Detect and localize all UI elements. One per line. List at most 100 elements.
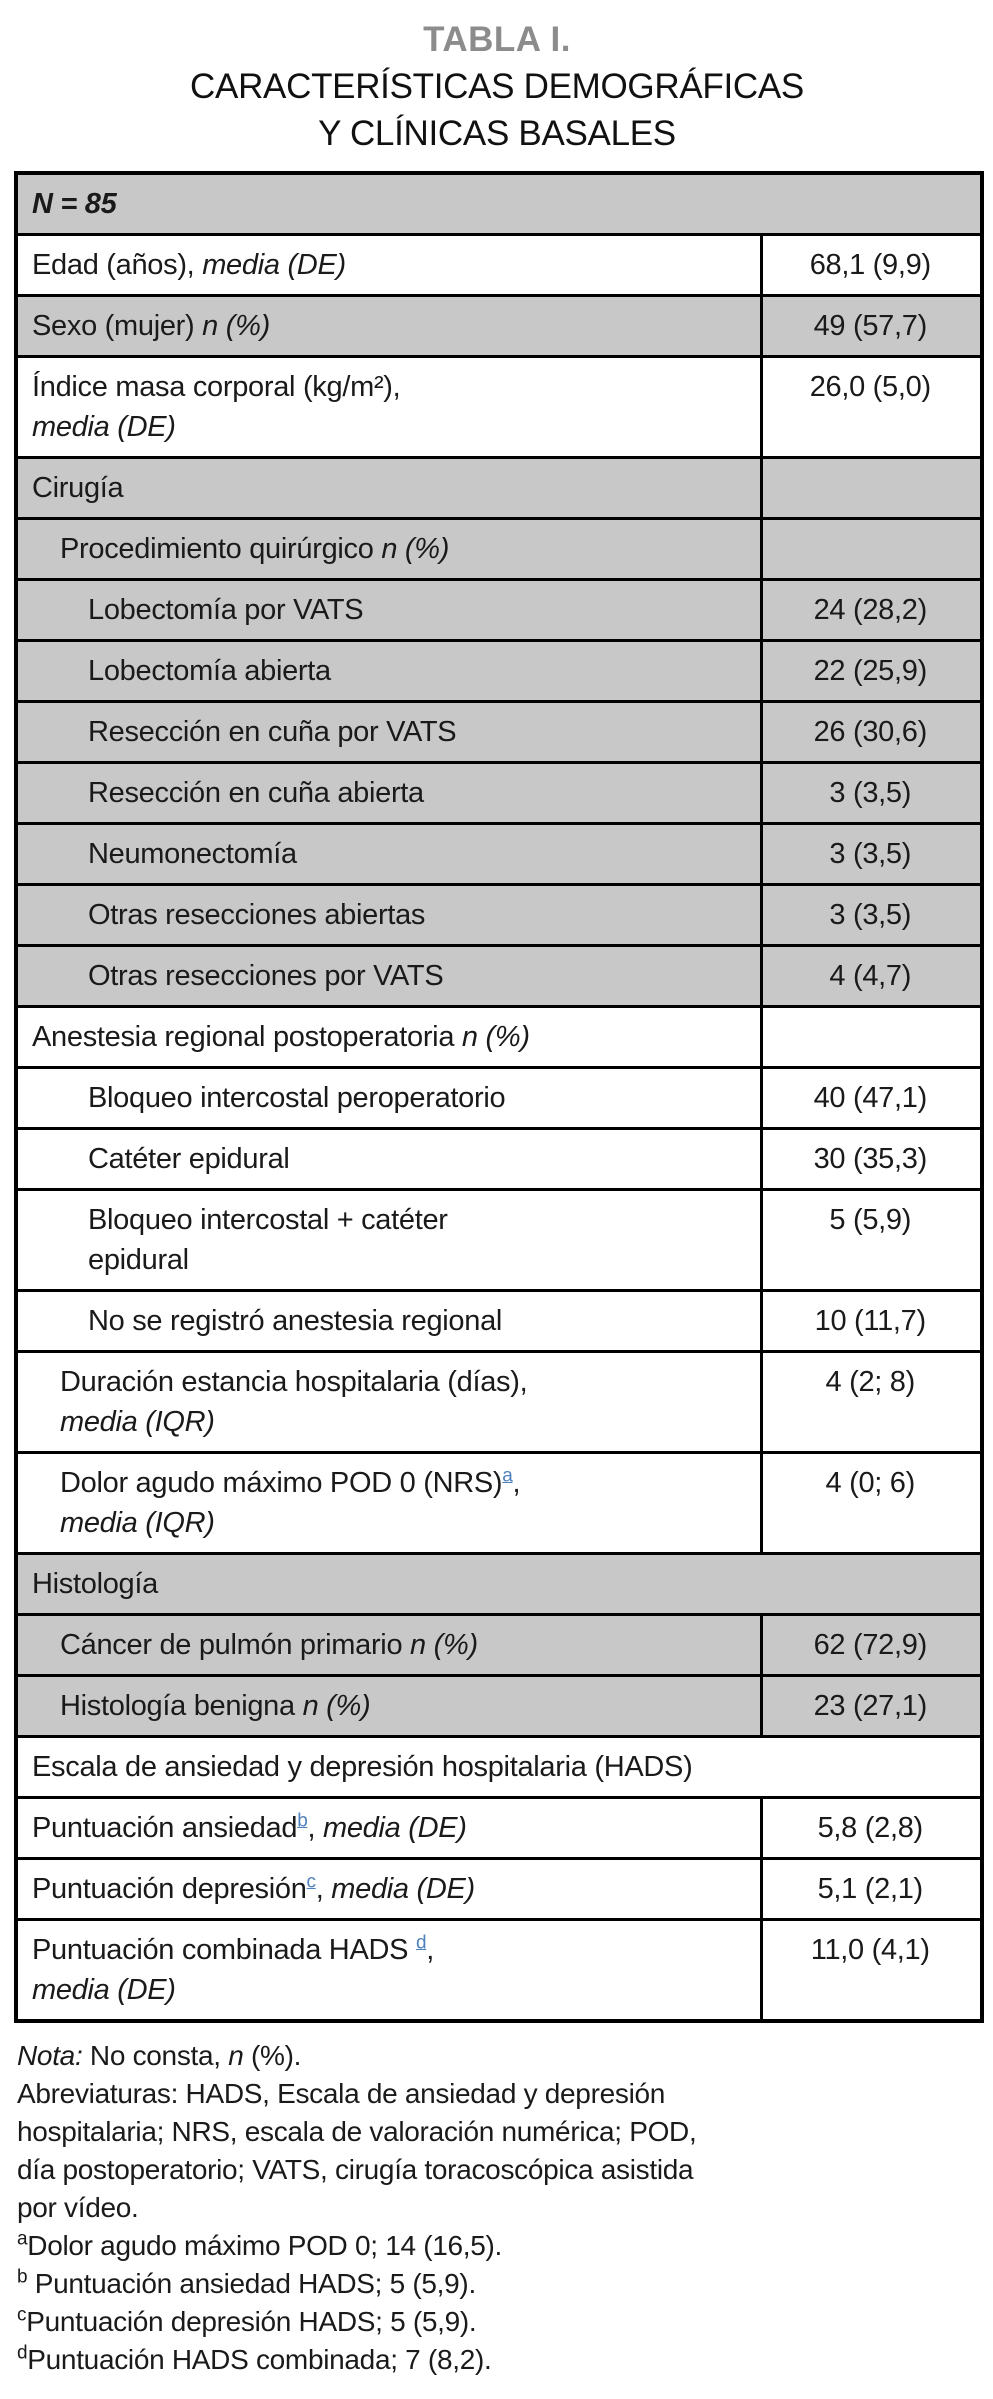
table-row: Bloqueo intercostal peroperatorio 40 (47,… [14, 1066, 984, 1130]
row-value-cell: 62 (72,9) [759, 1613, 984, 1677]
row-value-cell: 23 (27,1) [759, 1674, 984, 1738]
row-label-cell: Catéter epidural [14, 1127, 763, 1191]
footnote-line: hospitalaria; NRS, escala de valoración … [17, 2113, 980, 2151]
table-row: Índice masa corporal (kg/m²), media (DE) 2… [14, 355, 984, 459]
footnote-marker-a: a [17, 2228, 28, 2250]
table-row: Puntuación combinada HADS d, media (DE) 11… [14, 1918, 984, 2023]
row-label-cell: Resección en cuña abierta [14, 761, 763, 825]
table-row: Sexo (mujer) n (%) 49 (57,7) [14, 294, 984, 358]
table-row: Otras resecciones por VATS 4 (4,7) [14, 944, 984, 1008]
footnote-link-b[interactable]: b [297, 1810, 308, 1832]
text-segment: Índice masa corporal (kg/m²), [32, 371, 401, 403]
text-segment: Lobectomía por VATS [88, 594, 364, 626]
text-segment: Procedimiento quirúrgico [60, 533, 382, 565]
table-row: Procedimiento quirúrgico n (%) [14, 517, 984, 581]
table-row: No se registró anestesia regional 10 (11,… [14, 1289, 984, 1353]
text-segment: Bloqueo intercostal + catéter [88, 1204, 448, 1236]
text-segment: media (DE) [331, 1873, 475, 1905]
table-row: Cáncer de pulmón primario n (%) 62 (72,9) [14, 1613, 984, 1677]
text-segment: media (DE) [202, 249, 346, 281]
row-value-cell: 11,0 (4,1) [759, 1918, 984, 2023]
text-segment: n [228, 2040, 244, 2071]
row-label-cell: Puntuación ansiedadb, media (DE) [14, 1796, 763, 1860]
row-label-cell: Índice masa corporal (kg/m²), media (DE) [14, 355, 763, 459]
row-label-cell: Resección en cuña por VATS [14, 700, 763, 764]
text-segment: Edad (años), [32, 249, 203, 281]
table-number: TABLA I. [423, 20, 571, 59]
row-value-cell: 24 (28,2) [759, 578, 984, 642]
text-segment: Bloqueo intercostal peroperatorio [88, 1082, 506, 1114]
table-row: Puntuación ansiedadb, media (DE) 5,8 (2,8… [14, 1796, 984, 1860]
text-segment: epidural [88, 1244, 189, 1276]
text-segment: n (%) [202, 310, 270, 342]
text-segment: media (IQR) [60, 1406, 215, 1438]
table-row: Cirugía [14, 456, 984, 520]
row-value-cell: 5,1 (2,1) [759, 1857, 984, 1921]
text-segment: Dolor agudo máximo POD 0 (NRS) [60, 1467, 503, 1499]
table-row: Dolor agudo máximo POD 0 (NRS)a, media (I… [14, 1451, 984, 1555]
text-segment: Anestesia regional postoperatoria [32, 1021, 462, 1053]
footnotes: Nota: No consta, n (%). Abreviaturas: HAD… [14, 2037, 980, 2379]
footnote-link-c[interactable]: c [306, 1871, 317, 1893]
row-value-cell: 26 (30,6) [759, 700, 984, 764]
footnote-link-a[interactable]: a [502, 1465, 513, 1487]
row-value-cell: 3 (3,5) [759, 761, 984, 825]
table-row: N = 85 [14, 171, 984, 236]
row-label-cell: Cirugía [14, 456, 763, 520]
text-segment: Nota: [17, 2040, 83, 2071]
row-value-cell [759, 456, 984, 520]
table-row: Escala de ansiedad y depresión hospitala… [14, 1735, 984, 1799]
row-value-cell [759, 1005, 984, 1069]
text-segment: Catéter epidural [88, 1143, 290, 1175]
footnote-line: dPuntuación HADS combinada; 7 (8,2). [17, 2341, 980, 2379]
row-label-cell: Otras resecciones abiertas [14, 883, 763, 947]
text-segment: N = 85 [32, 188, 117, 220]
table-body: N = 85 Edad (años), media (DE) 68,1 (9,9) S… [14, 171, 984, 2023]
row-label-cell: Escala de ansiedad y depresión hospitala… [14, 1735, 984, 1799]
text-segment: n (%) [461, 1021, 530, 1053]
table-row: Duración estancia hospitalaria (días), me… [14, 1350, 984, 1454]
footnote-line: Abreviaturas: HADS, Escala de ansiedad y… [17, 2075, 980, 2113]
row-value-cell: 26,0 (5,0) [759, 355, 984, 459]
table-caption: TABLA I. CARACTERÍSTICAS DEMOGRÁFICAS Y … [14, 16, 980, 157]
text-segment: media (IQR) [60, 1507, 215, 1539]
table-row: Resección en cuña por VATS 26 (30,6) [14, 700, 984, 764]
row-label-cell: Histología benigna n (%) [14, 1674, 763, 1738]
row-value-cell: 22 (25,9) [759, 639, 984, 703]
row-value-cell: 3 (3,5) [759, 822, 984, 886]
table-row: Resección en cuña abierta 3 (3,5) [14, 761, 984, 825]
row-value-cell: 10 (11,7) [759, 1289, 984, 1353]
footnote-marker-c: c [17, 2304, 27, 2326]
row-label-cell: Edad (años), media (DE) [14, 233, 763, 297]
text-segment: Abreviaturas: HADS, Escala de ansiedad y… [17, 2078, 666, 2109]
row-label-cell: Lobectomía abierta [14, 639, 763, 703]
text-segment: Histología [32, 1568, 158, 1600]
text-segment: Cáncer de pulmón primario [60, 1629, 411, 1661]
text-segment: Otras resecciones abiertas [88, 899, 426, 931]
text-segment: , [426, 1934, 434, 1966]
row-value-cell: 5 (5,9) [759, 1188, 984, 1292]
row-label-cell: Cáncer de pulmón primario n (%) [14, 1613, 763, 1677]
row-value-cell: 4 (4,7) [759, 944, 984, 1008]
row-label-cell: Otras resecciones por VATS [14, 944, 763, 1008]
footnote-line: día postoperatorio; VATS, cirugía toraco… [17, 2151, 980, 2189]
row-label-cell: Lobectomía por VATS [14, 578, 763, 642]
row-label-cell: Duración estancia hospitalaria (días), me… [14, 1350, 763, 1454]
row-value-cell: 3 (3,5) [759, 883, 984, 947]
table-row: Neumonectomía 3 (3,5) [14, 822, 984, 886]
footnote-link-d[interactable]: d [415, 1932, 427, 1954]
row-label-cell: N = 85 [14, 171, 984, 236]
text-segment: No consta, [82, 2040, 229, 2071]
table-row: Histología benigna n (%) 23 (27,1) [14, 1674, 984, 1738]
row-label-cell: Puntuación combinada HADS d, media (DE) [14, 1918, 763, 2023]
footnote-marker-d: d [17, 2342, 28, 2364]
row-label-cell: Procedimiento quirúrgico n (%) [14, 517, 763, 581]
text-segment: media (DE) [32, 1974, 176, 2006]
row-label-cell: Anestesia regional postoperatoria n (%) [14, 1005, 763, 1069]
text-segment: Lobectomía abierta [88, 655, 331, 687]
text-segment: , [315, 1873, 332, 1905]
table-row: Puntuación depresiónc, media (DE) 5,1 (2,… [14, 1857, 984, 1921]
text-segment: Histología benigna [60, 1690, 303, 1722]
table-row: Edad (años), media (DE) 68,1 (9,9) [14, 233, 984, 297]
